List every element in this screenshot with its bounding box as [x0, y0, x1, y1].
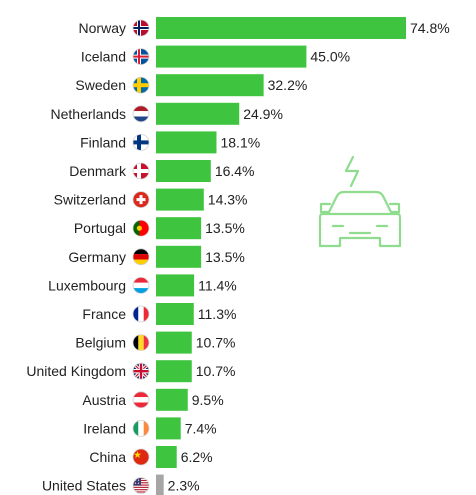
- value-label: 13.5%: [205, 220, 245, 236]
- value-label: 2.3%: [168, 478, 200, 494]
- netherlands-flag-icon: [132, 105, 150, 123]
- value-label: 11.3%: [198, 306, 237, 322]
- bar: [156, 274, 195, 297]
- value-label: 6.2%: [181, 449, 213, 465]
- bar: [156, 474, 164, 495]
- bar: [156, 74, 264, 97]
- value-label: 9.5%: [192, 392, 224, 408]
- bar: [156, 188, 204, 211]
- sweden-flag-icon: [132, 76, 150, 94]
- chart-row: Norway 74.8%: [79, 17, 450, 39]
- value-label: 16.4%: [215, 163, 255, 179]
- category-label: China: [89, 449, 126, 465]
- germany-flag-icon: [132, 248, 150, 266]
- category-label: Denmark: [69, 163, 127, 179]
- iceland-flag-icon: [132, 48, 150, 65]
- bar: [156, 217, 202, 240]
- chart-row: Denmark 16.4%: [69, 160, 255, 182]
- category-label: Austria: [82, 392, 126, 408]
- category-label: Germany: [68, 249, 126, 265]
- finland-flag-icon: [132, 133, 150, 151]
- category-label: France: [82, 306, 126, 322]
- portugal-flag-icon: [132, 219, 150, 237]
- bar: [156, 360, 192, 383]
- chart-row: China 6.2%: [89, 446, 213, 468]
- category-label: United States: [42, 478, 126, 494]
- value-label: 18.1%: [220, 134, 260, 150]
- value-label: 45.0%: [310, 49, 350, 65]
- ireland-flag-icon: [132, 419, 150, 437]
- category-label: Switzerland: [54, 192, 126, 208]
- bar: [156, 131, 217, 154]
- bar: [156, 303, 194, 325]
- chart-row: Portugal 13.5%: [74, 217, 245, 240]
- chart-row: Netherlands 24.9%: [51, 102, 283, 125]
- category-label: Netherlands: [51, 106, 127, 122]
- norway-flag-icon: [132, 19, 150, 37]
- value-label: 14.3%: [208, 192, 248, 208]
- value-label: 74.8%: [410, 20, 450, 36]
- chart-row: Sweden 32.2%: [75, 74, 308, 97]
- value-label: 13.5%: [205, 249, 245, 265]
- belgium-flag-icon: [132, 334, 150, 352]
- luxembourg-flag-icon: [132, 276, 150, 294]
- category-label: Ireland: [83, 420, 126, 436]
- category-label: Luxembourg: [48, 277, 126, 293]
- category-label: Sweden: [75, 77, 126, 93]
- bar: [156, 45, 307, 68]
- chart-row: Belgium 10.7%: [75, 331, 236, 354]
- united-states-flag-icon: [132, 477, 150, 495]
- chart-row: France 11.3%: [82, 303, 236, 325]
- bar: [156, 417, 181, 440]
- value-label: 10.7%: [196, 335, 236, 351]
- chart-row: Finland 18.1%: [80, 131, 260, 154]
- china-flag-icon: [132, 448, 150, 466]
- category-label: United Kingdom: [26, 363, 126, 379]
- category-label: Finland: [80, 134, 126, 150]
- bar: [156, 245, 202, 268]
- bar: [156, 446, 177, 468]
- category-label: Portugal: [74, 220, 126, 236]
- chart-row: Iceland 45.0%: [81, 45, 350, 68]
- bar: [156, 17, 406, 39]
- value-label: 32.2%: [268, 77, 308, 93]
- denmark-flag-icon: [132, 162, 150, 180]
- chart-row: United States 2.3%: [42, 474, 200, 495]
- chart-row: Austria 9.5%: [82, 388, 224, 411]
- united-kingdom-flag-icon: [132, 362, 150, 380]
- electric-car-icon: [318, 155, 402, 248]
- category-label: Iceland: [81, 49, 126, 65]
- bar: [156, 388, 188, 411]
- value-label: 11.4%: [198, 277, 237, 293]
- chart-row: United Kingdom 10.7%: [26, 360, 236, 383]
- value-label: 10.7%: [196, 363, 236, 379]
- category-label: Belgium: [75, 335, 126, 351]
- value-label: 24.9%: [243, 106, 283, 122]
- bar: [156, 331, 192, 354]
- bars-group: Norway 74.8% Iceland 45.0% Sweden 32.2% Nether…: [26, 17, 450, 495]
- chart-row: Luxembourg 11.4%: [48, 274, 237, 297]
- france-flag-icon: [132, 305, 150, 323]
- austria-flag-icon: [132, 391, 150, 409]
- chart-row: Ireland 7.4%: [83, 417, 217, 440]
- category-label: Norway: [79, 20, 126, 36]
- chart-row: Germany 13.5%: [68, 245, 245, 268]
- bar: [156, 102, 240, 125]
- switzerland-flag-icon: [132, 191, 150, 209]
- value-label: 7.4%: [185, 420, 217, 436]
- chart-row: Switzerland 14.3%: [54, 188, 248, 211]
- bar: [156, 160, 211, 182]
